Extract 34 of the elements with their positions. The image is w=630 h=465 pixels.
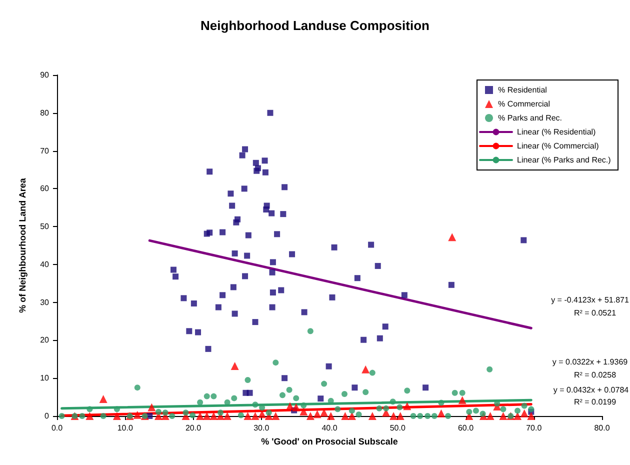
annotation: y = 0.0432x + 0.0784	[553, 386, 630, 394]
y-tick-label: 90	[40, 70, 50, 80]
annotation: R² = 0.0521	[574, 308, 617, 318]
annotation: R² = 0.0199	[574, 398, 617, 406]
chart-title: Neighborhood Landuse Composition	[200, 18, 430, 33]
legend-label: % Residential	[498, 86, 548, 94]
x-axis-title: % 'Good' on Prosocial Subscale	[261, 436, 398, 446]
y-tick-label: 0	[44, 412, 50, 420]
legend-label: Linear (% Parks and Rec.)	[517, 156, 612, 164]
x-tick-label: 60.0	[458, 424, 474, 432]
legend-label: % Commercial	[498, 100, 550, 108]
y-tick-label: 20	[40, 336, 50, 345]
annotation: y = 0.0322x + 1.9369	[552, 358, 628, 366]
x-tick-label: 20.0	[185, 424, 202, 432]
x-tick-label: 10.0	[117, 424, 134, 432]
legend-label: Linear (% Residential)	[517, 128, 596, 136]
y-tick-label: 40	[40, 260, 50, 269]
x-tick-label: 80.0	[594, 424, 610, 432]
x-tick-label: 70.0	[526, 424, 542, 432]
x-tick-label: 40.0	[322, 424, 338, 432]
annotation: y = -0.4123x + 51.871	[551, 296, 630, 304]
annotation: R² = 0.0258	[574, 370, 617, 380]
y-tick-label: 10	[40, 374, 50, 383]
y-tick-label: 60	[40, 184, 50, 194]
legend-label: Linear (% Commercial)	[517, 142, 600, 150]
x-tick-label: 0.0	[51, 424, 64, 432]
y-tick-label: 70	[40, 146, 50, 156]
y-tick-label: 30	[40, 298, 50, 307]
y-tick-label: 50	[40, 222, 50, 232]
y-tick-label: 80	[40, 108, 50, 118]
x-tick-label: 50.0	[390, 424, 406, 432]
x-tick-label: 30.0	[254, 424, 270, 432]
y-axis-title: % of Neighbourhood Land Area	[18, 177, 28, 313]
legend-label: % Parks and Rec.	[498, 114, 562, 122]
